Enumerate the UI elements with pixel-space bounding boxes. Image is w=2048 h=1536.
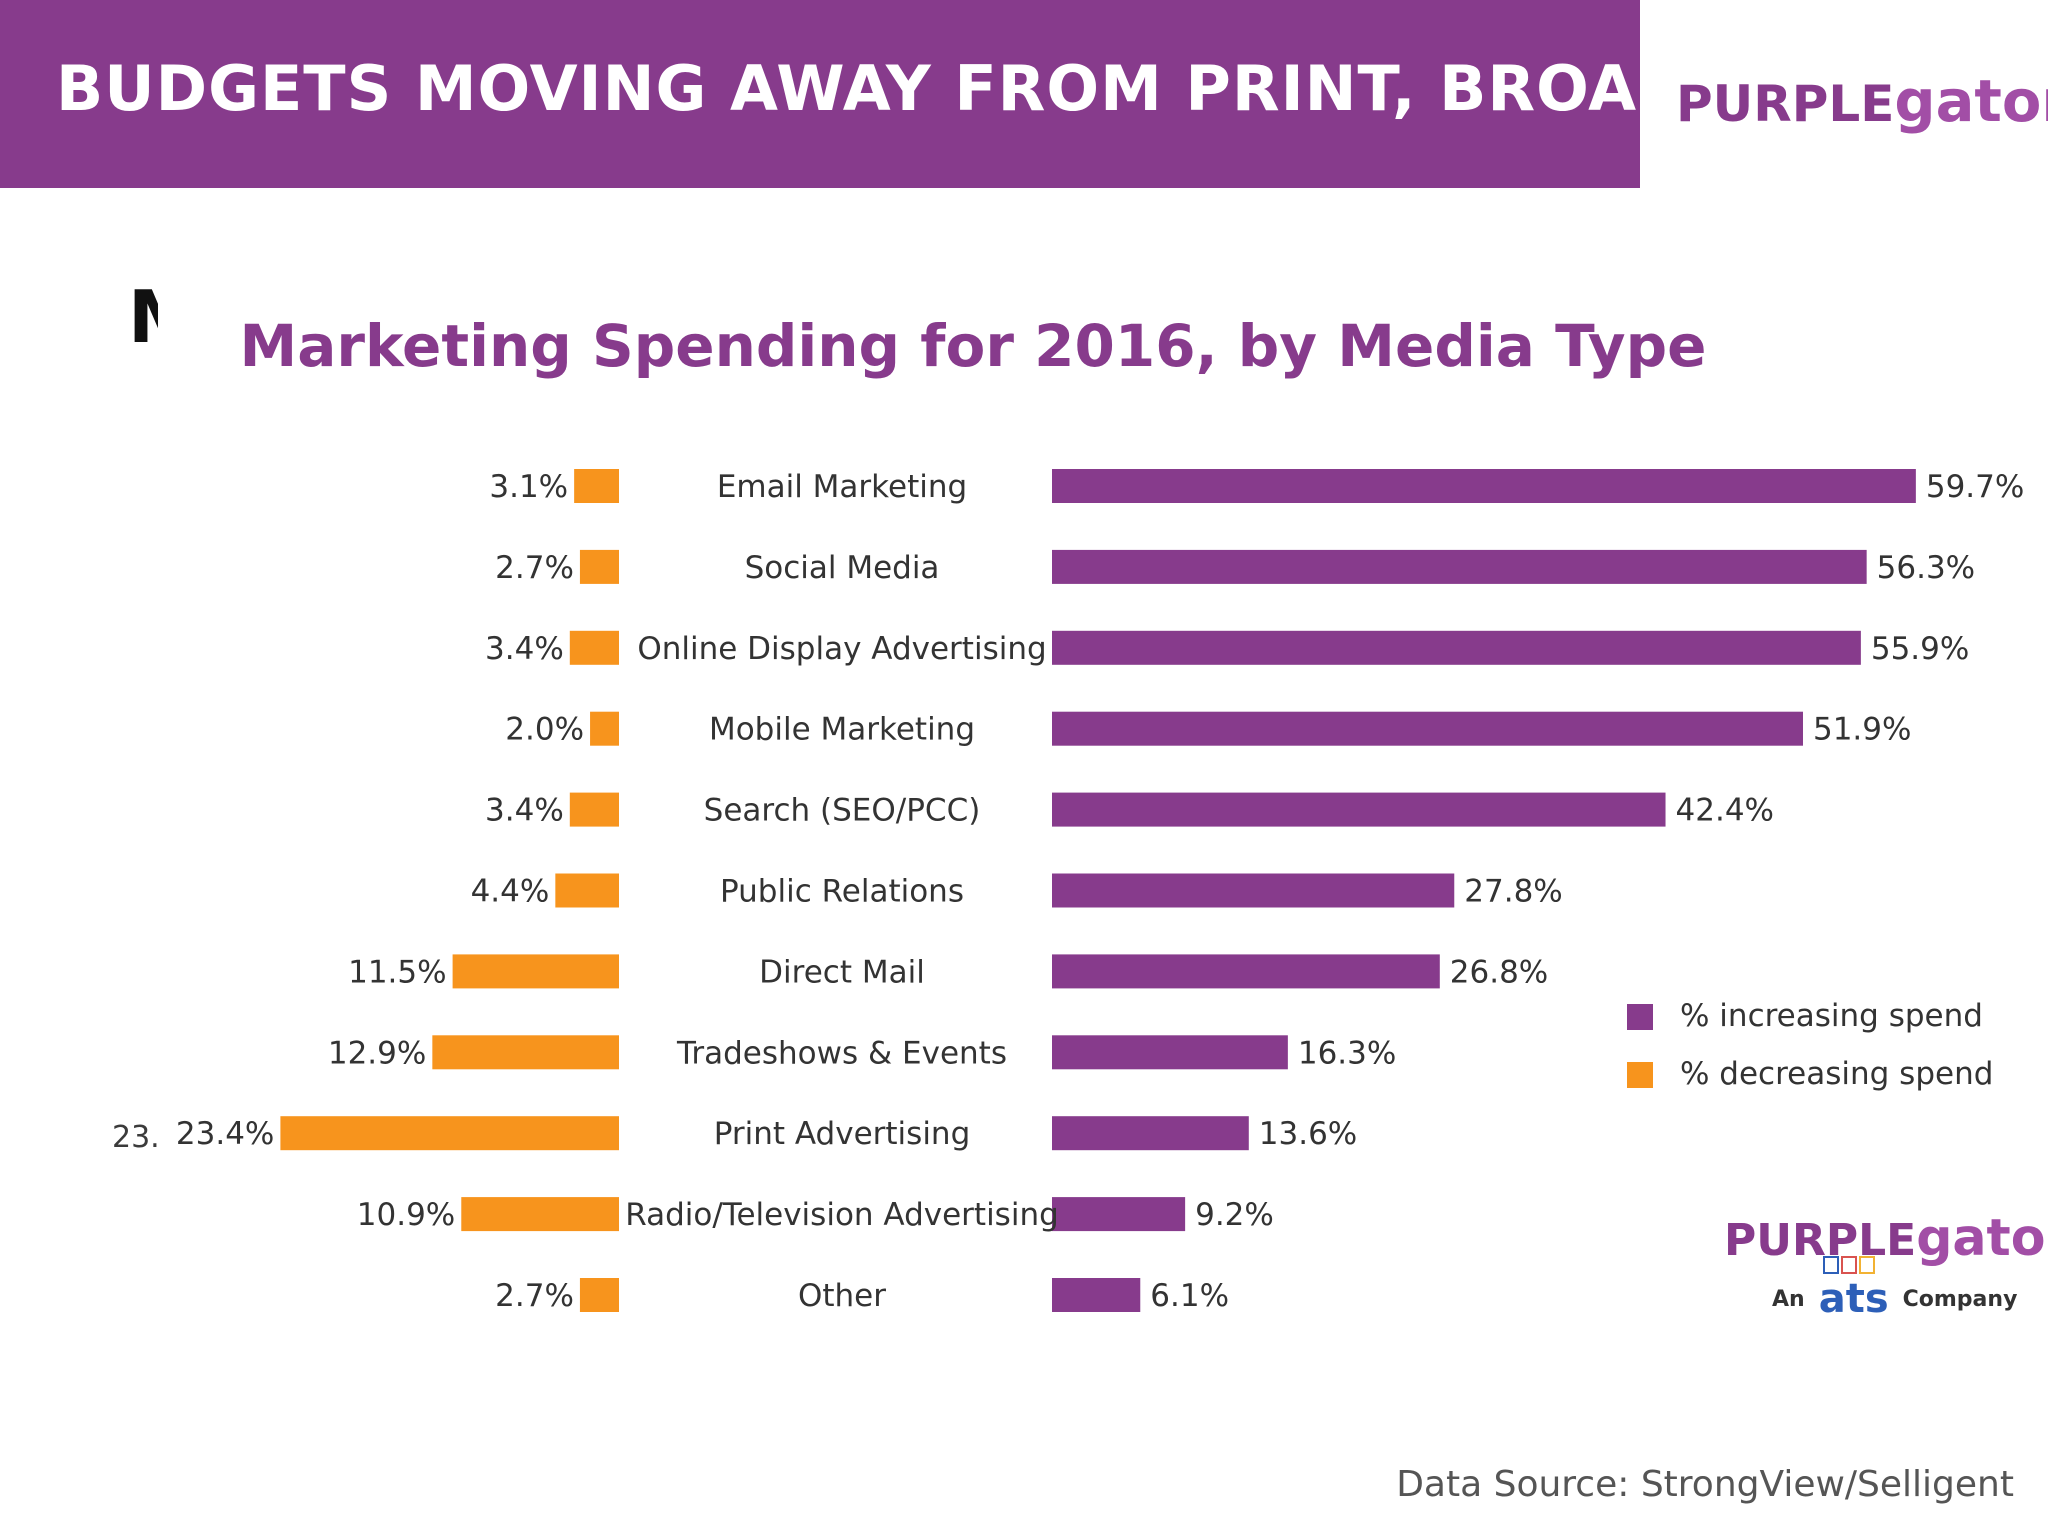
- decreasing-value-label: 2.7%: [495, 550, 574, 586]
- purplegator-logo-top: PURPLEgator: [1676, 68, 2048, 135]
- decreasing-bar: [574, 469, 619, 503]
- category-label: Other: [798, 1278, 886, 1314]
- increasing-bar: [1052, 954, 1440, 989]
- increasing-value-label: 16.3%: [1298, 1035, 1396, 1071]
- data-source: Data Source: StrongView/Selligent: [1396, 1464, 2014, 1505]
- decreasing-bar: [579, 549, 619, 584]
- category-label: Radio/Television Advertising: [625, 1197, 1059, 1233]
- decreasing-bar: [280, 1116, 619, 1151]
- ats-houses-icon: [1822, 1256, 1877, 1274]
- logo-text-gator: gator: [1894, 68, 2048, 135]
- logo-text-gator: gator: [1916, 1208, 2048, 1267]
- decreasing-value-label: 3.1%: [489, 469, 568, 505]
- increasing-bar: [1052, 1116, 1249, 1151]
- increasing-value-label: 27.8%: [1464, 874, 1562, 910]
- increasing-value-label: 51.9%: [1813, 712, 1911, 748]
- increasing-value-label: 55.9%: [1871, 631, 1969, 667]
- category-label: Public Relations: [720, 874, 964, 910]
- category-label: Print Advertising: [714, 1116, 971, 1152]
- decreasing-bar: [590, 711, 619, 746]
- header-band: [0, 0, 1640, 188]
- decreasing-bar: [569, 792, 619, 827]
- chart-title: Marketing Spending for 2016, by Media Ty…: [240, 312, 1707, 380]
- logo-text-purple: PURPLE: [1676, 75, 1895, 133]
- decreasing-bar: [452, 954, 619, 989]
- increasing-bar: [1052, 711, 1803, 746]
- logo-text-purple: PURPLE: [1724, 1215, 1917, 1266]
- category-label: Mobile Marketing: [709, 712, 975, 748]
- increasing-bar: [1052, 873, 1455, 908]
- increasing-value-label: 56.3%: [1877, 550, 1975, 586]
- increasing-value-label: 6.1%: [1150, 1278, 1229, 1314]
- increasing-bar: [1052, 469, 1916, 503]
- increasing-bar: [1052, 630, 1861, 665]
- decreasing-bar: [555, 873, 619, 908]
- increasing-value-label: 26.8%: [1450, 954, 1548, 990]
- category-label: Online Display Advertising: [637, 631, 1046, 667]
- legend-label: % increasing spend: [1680, 998, 1983, 1034]
- decreasing-value-label: 12.9%: [328, 1035, 426, 1071]
- category-label: Email Marketing: [717, 469, 967, 505]
- tagline-suffix: Company: [1902, 1287, 2018, 1312]
- increasing-value-label: 42.4%: [1676, 793, 1774, 829]
- legend-swatch: [1627, 1062, 1653, 1088]
- cut-off-glyph: M: [128, 282, 158, 352]
- category-label: Direct Mail: [759, 954, 925, 990]
- decreasing-value-label: 11.5%: [348, 954, 446, 990]
- increasing-bar: [1052, 792, 1666, 827]
- company-tagline: An ats Company: [1772, 1256, 2018, 1322]
- increasing-bar: [1052, 1278, 1141, 1312]
- decreasing-value-label: 23.4%: [176, 1116, 274, 1152]
- category-label: Social Media: [745, 550, 940, 586]
- increasing-value-label: 59.7%: [1926, 469, 2024, 505]
- increasing-bar: [1052, 549, 1867, 584]
- increasing-value-label: 9.2%: [1195, 1197, 1274, 1233]
- increasing-value-label: 13.6%: [1259, 1116, 1357, 1152]
- ats-text: ats: [1818, 1276, 1889, 1322]
- ats-logo: ats: [1818, 1256, 1889, 1322]
- decreasing-bar: [432, 1035, 619, 1070]
- purplegator-logo-bottom: PURPLEgator: [1724, 1208, 2048, 1267]
- decreasing-value-label: 2.7%: [495, 1278, 574, 1314]
- legend-swatch: [1627, 1004, 1653, 1030]
- decreasing-bar: [461, 1197, 619, 1232]
- increasing-bar: [1052, 1035, 1288, 1070]
- category-label: Tradeshows & Events: [676, 1035, 1007, 1071]
- decreasing-bar: [569, 630, 619, 665]
- stray-label: 23.: [112, 1120, 160, 1155]
- decreasing-value-label: 4.4%: [471, 874, 550, 910]
- decreasing-value-label: 3.4%: [485, 793, 564, 829]
- decreasing-value-label: 10.9%: [357, 1197, 455, 1233]
- category-label: Search (SEO/PCC): [704, 793, 981, 829]
- increasing-bar: [1052, 1197, 1186, 1232]
- decreasing-value-label: 2.0%: [505, 712, 584, 748]
- page-title: BUDGETS MOVING AWAY FROM PRINT, BROADCAS…: [56, 52, 1875, 125]
- decreasing-bar: [579, 1278, 619, 1312]
- tagline-prefix: An: [1772, 1287, 1805, 1312]
- decreasing-value-label: 3.4%: [485, 631, 564, 667]
- legend-label: % decreasing spend: [1680, 1056, 1993, 1092]
